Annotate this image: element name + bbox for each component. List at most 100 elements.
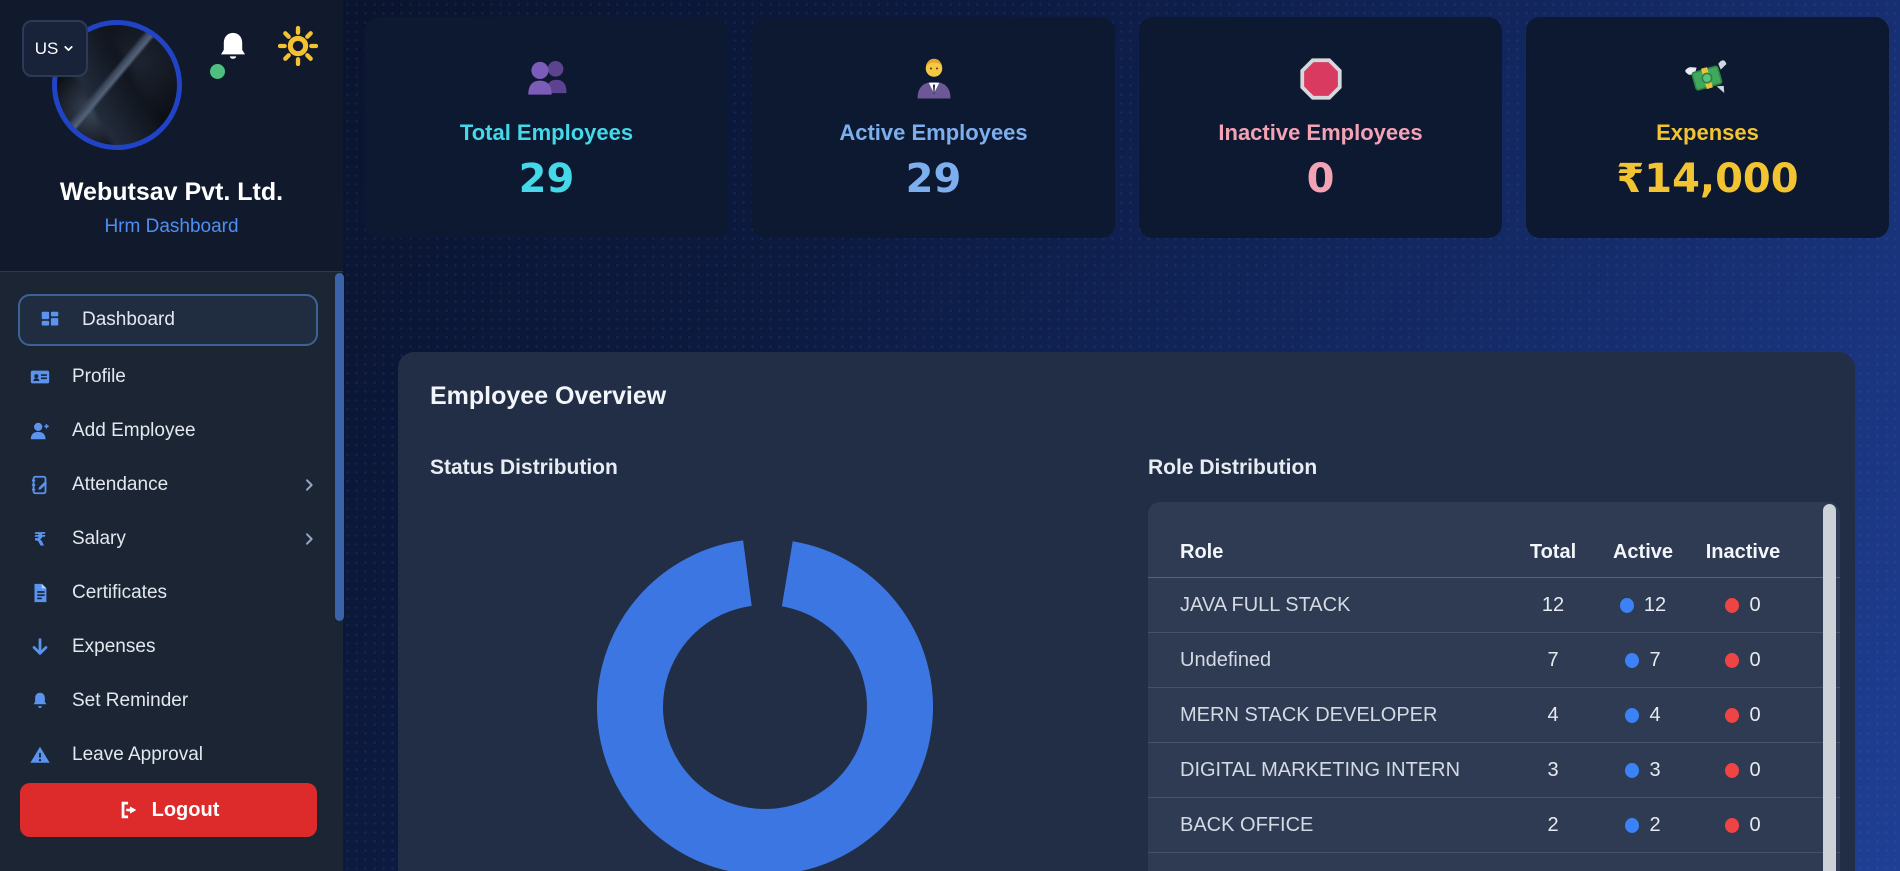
stat-value: 29 <box>905 155 962 202</box>
sidebar-item-label: Dashboard <box>82 309 175 330</box>
table-row: Undefined 7 7 0 <box>1148 633 1840 688</box>
chevron-right-icon <box>301 531 317 547</box>
main-content: Total Employees 29 Active Employees 29 Inact… <box>343 0 1900 871</box>
table-scrollbar-thumb[interactable] <box>1823 504 1836 871</box>
stat-value: ₹14,000 <box>1616 155 1799 202</box>
role-name: Undefined <box>1180 648 1272 671</box>
inactive-cell: 0 <box>1688 594 1798 617</box>
active-cell: 4 <box>1598 704 1688 727</box>
active-count: 4 <box>1649 703 1661 726</box>
sidebar-item-attendance[interactable]: Attendance <box>0 458 343 512</box>
warning-icon <box>28 743 52 767</box>
sidebar-item-label: Salary <box>72 528 126 549</box>
document-icon <box>28 581 52 605</box>
total-count: 2 <box>1547 813 1559 836</box>
stat-label: Inactive Employees <box>1218 119 1423 145</box>
sidebar-item-label: Profile <box>72 366 126 387</box>
stat-card-active-employees: Active Employees 29 <box>752 17 1115 238</box>
notebook-pen-icon <box>28 473 52 497</box>
inactive-cell: 0 <box>1688 814 1798 837</box>
company-name: Webutsav Pvt. Ltd. <box>59 178 284 206</box>
role-name: DIGITAL MARKETING INTERN <box>1180 758 1461 781</box>
dashboard-icon <box>38 308 62 332</box>
sidebar-item-label: Certificates <box>72 582 168 603</box>
sidebar-item-leave-approval[interactable]: Leave Approval <box>0 728 343 782</box>
inactive-count: 0 <box>1749 593 1761 616</box>
inactive-cell: 0 <box>1688 759 1798 782</box>
users-icon <box>521 54 573 104</box>
stat-card-total-employees: Total Employees 29 <box>365 17 728 238</box>
sidebar-item-label: Expenses <box>72 636 156 657</box>
active-cell: 2 <box>1598 814 1688 837</box>
role-name: MERN STACK DEVELOPER <box>1180 703 1438 726</box>
stat-card-inactive-employees: Inactive Employees 0 <box>1139 17 1502 238</box>
role-distribution-table: Role Total Active Inactive JAVA FULL STA… <box>1148 502 1840 871</box>
theme-sun-icon[interactable] <box>277 25 319 71</box>
col-role: Role <box>1180 541 1224 563</box>
table-row: JAVA FULL STACK 12 12 0 <box>1148 578 1840 633</box>
stop-sign-icon <box>1297 54 1345 104</box>
active-count: 7 <box>1649 648 1661 671</box>
sidebar-item-profile[interactable]: Profile <box>0 350 343 404</box>
sidebar-header: US Webutsav Pvt. Ltd. Hrm Dashboard <box>0 0 343 272</box>
active-dot-icon <box>1625 707 1640 723</box>
sidebar-item-expenses[interactable]: Expenses <box>0 620 343 674</box>
logout-icon <box>121 801 136 819</box>
inactive-count: 0 <box>1749 648 1761 671</box>
stat-label: Total Employees <box>459 119 634 145</box>
logout-button[interactable]: Logout <box>20 783 317 837</box>
table-row: MERN STACK DEVELOPER 4 4 0 <box>1148 688 1840 743</box>
bell-icon <box>28 689 52 713</box>
active-count: 3 <box>1649 758 1661 781</box>
sidebar-scrollbar-thumb[interactable] <box>335 273 344 621</box>
active-cell: 3 <box>1598 759 1688 782</box>
sidebar-item-label: Leave Approval <box>72 744 203 765</box>
notifications-bell-icon[interactable] <box>216 30 250 69</box>
status-donut-ring <box>597 539 933 871</box>
sidebar-item-add-employee[interactable]: Add Employee <box>0 404 343 458</box>
inactive-dot-icon <box>1725 707 1740 723</box>
app-subtitle[interactable]: Hrm Dashboard <box>104 216 239 237</box>
table-row: DIGITAL MARKETING INTERN 3 3 0 <box>1148 743 1840 798</box>
sidebar-item-label: Attendance <box>72 474 169 495</box>
table-row: BACK OFFICE 2 2 0 <box>1148 798 1840 853</box>
active-cell: 7 <box>1598 649 1688 672</box>
inactive-cell: 0 <box>1688 704 1798 727</box>
role-table-header: Role Total Active Inactive <box>1148 528 1840 578</box>
sidebar-item-salary[interactable]: ₹ Salary <box>0 512 343 566</box>
inactive-dot-icon <box>1725 762 1740 778</box>
rupee-icon: ₹ <box>28 527 52 551</box>
active-count: 2 <box>1649 813 1661 836</box>
stat-cards-row: Total Employees 29 Active Employees 29 Inact… <box>365 17 1889 238</box>
sidebar-item-label: Add Employee <box>72 420 196 441</box>
inactive-count: 0 <box>1749 813 1761 836</box>
panel-title: Employee Overview <box>430 382 667 410</box>
sidebar-item-set-reminder[interactable]: Set Reminder <box>0 674 343 728</box>
stat-label: Expenses <box>1656 119 1759 145</box>
active-dot-icon <box>1625 652 1640 668</box>
stat-label: Active Employees <box>839 119 1028 145</box>
office-worker-icon <box>910 54 958 104</box>
inactive-dot-icon <box>1725 817 1740 833</box>
role-distribution-heading: Role Distribution <box>1148 456 1318 479</box>
active-cell: 12 <box>1598 594 1688 617</box>
user-add-icon <box>28 419 52 443</box>
active-dot-icon <box>1619 597 1634 613</box>
stat-value: 29 <box>518 155 575 202</box>
active-count: 12 <box>1643 593 1667 616</box>
sidebar-nav: Dashboard Profile Add Employee Attendance ₹ S… <box>0 272 343 782</box>
inactive-count: 0 <box>1749 703 1761 726</box>
total-count: 3 <box>1547 758 1559 781</box>
role-table-inner: Role Total Active Inactive JAVA FULL STA… <box>1148 502 1840 853</box>
language-selector[interactable]: US <box>22 20 88 77</box>
active-dot-icon <box>1625 762 1640 778</box>
total-count: 7 <box>1547 648 1559 671</box>
logout-label: Logout <box>151 798 220 821</box>
chevron-right-icon <box>301 477 317 493</box>
col-total: Total <box>1529 541 1577 563</box>
chevron-down-icon <box>64 46 73 51</box>
language-label: US <box>34 38 59 58</box>
sidebar-item-certificates[interactable]: Certificates <box>0 566 343 620</box>
id-card-icon <box>28 365 52 389</box>
sidebar-item-dashboard[interactable]: Dashboard <box>18 294 318 346</box>
